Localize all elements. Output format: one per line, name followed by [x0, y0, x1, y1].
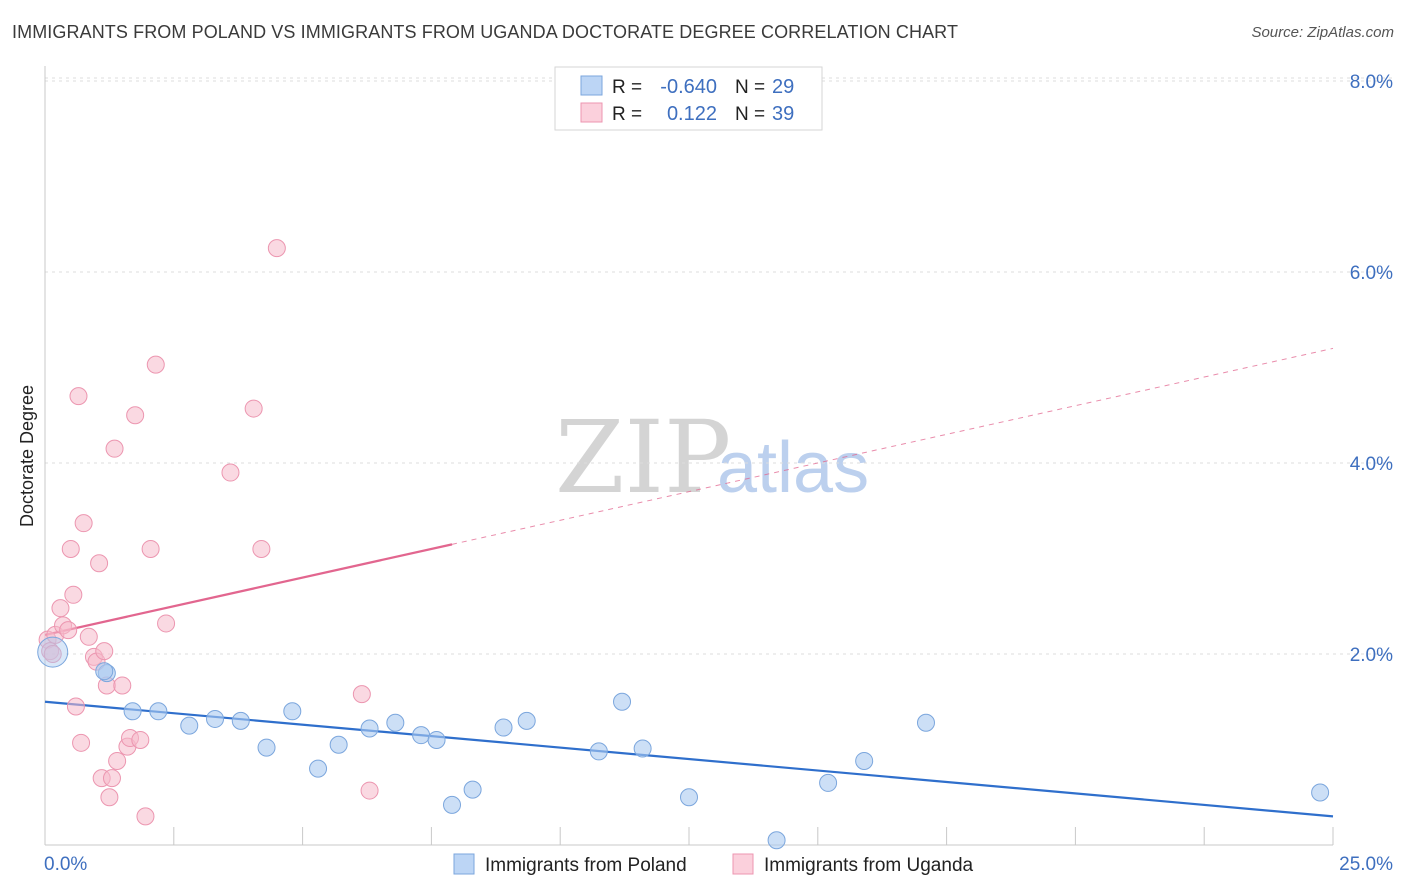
uganda-point [79, 627, 98, 646]
trend-line-uganda [44, 543, 453, 636]
watermark: ZIP atlas [555, 399, 869, 516]
uganda-point [252, 539, 271, 558]
gridlines [45, 77, 1392, 655]
poland-point [206, 709, 225, 728]
uganda-point [352, 685, 371, 704]
uganda-point [90, 554, 109, 573]
poland-point [360, 719, 379, 738]
uganda-point [221, 463, 240, 482]
poland-point [680, 788, 698, 807]
legend-swatch-poland [580, 75, 603, 96]
series-legend: Immigrants from Poland Immigrants from U… [453, 853, 974, 876]
poland-point [819, 773, 838, 792]
x-tick-labels: 0.0% 25.0% [44, 854, 1393, 875]
poland-point [494, 718, 513, 737]
series-legend-swatch-uganda [732, 853, 754, 875]
poland-point [123, 702, 142, 721]
series-legend-label-uganda: Immigrants from Uganda [764, 855, 974, 876]
legend-n-value-uganda: 39 [772, 103, 794, 125]
poland-point [589, 742, 608, 761]
poland-point [149, 702, 168, 721]
uganda-point [43, 645, 62, 663]
y-tick-label: 2.0% [1350, 645, 1393, 666]
legend-r-label-poland: R = [612, 77, 642, 98]
uganda-point [64, 585, 83, 604]
uganda-point [244, 399, 263, 418]
poland-point [855, 751, 874, 770]
uganda-point [61, 539, 80, 558]
poland-point [309, 759, 328, 778]
poland-point [517, 711, 536, 730]
poland-point [916, 713, 935, 732]
poland-point [412, 726, 431, 745]
trend-line-poland [44, 700, 1334, 818]
uganda-point [136, 807, 155, 826]
watermark-zip: ZIP [555, 399, 731, 516]
y-tick-labels: 2.0% 4.0% 6.0% 8.0% [1350, 72, 1393, 666]
uganda-point [59, 621, 78, 640]
uganda-point [360, 781, 379, 800]
uganda-point [100, 788, 119, 807]
poland-point [1311, 783, 1330, 802]
uganda-point [113, 676, 132, 695]
uganda-point [72, 733, 91, 752]
poland-point [283, 702, 302, 721]
uganda-point [102, 769, 121, 788]
legend-r-label-uganda: R = [612, 104, 642, 125]
uganda-point [267, 239, 286, 258]
poland-points [37, 636, 1330, 850]
poland-point [613, 692, 632, 711]
poland-point [427, 730, 446, 749]
poland-point [463, 780, 482, 799]
poland-point [180, 716, 199, 735]
correlation-legend: R = -0.640 N = 29 R = 0.122 N = 39 [554, 66, 823, 131]
uganda-point [131, 730, 150, 749]
trend-line-uganda-extension [451, 347, 1334, 545]
uganda-point [157, 614, 176, 633]
legend-n-label-poland: N = [735, 77, 765, 98]
poland-point [37, 636, 69, 668]
uganda-point [69, 387, 88, 406]
series-legend-label-poland: Immigrants from Poland [485, 855, 687, 876]
poland-point [329, 735, 348, 754]
y-axis-label: Doctorate Degree [17, 385, 37, 527]
uganda-point [105, 439, 124, 458]
uganda-points [38, 239, 379, 826]
poland-point [443, 795, 462, 814]
legend-r-value-uganda: 0.122 [667, 103, 717, 125]
uganda-point [66, 697, 85, 716]
legend-n-label-uganda: N = [735, 104, 765, 125]
legend-r-value-poland: -0.640 [660, 76, 717, 98]
trend-lines [44, 347, 1334, 818]
watermark-atlas: atlas [717, 428, 869, 508]
uganda-point [74, 514, 93, 533]
poland-point [633, 739, 652, 758]
y-tick-label: 8.0% [1350, 72, 1393, 93]
y-tick-label: 6.0% [1350, 263, 1393, 284]
poland-point [95, 662, 114, 681]
legend-n-value-poland: 29 [772, 76, 794, 98]
uganda-point [146, 355, 165, 374]
chart-title: IMMIGRANTS FROM POLAND VS IMMIGRANTS FRO… [12, 22, 959, 42]
axes [44, 66, 1334, 846]
x-tick-label-min: 0.0% [44, 854, 87, 875]
legend-swatch-uganda [580, 102, 603, 123]
uganda-point [95, 642, 114, 661]
y-tick-label: 4.0% [1350, 454, 1393, 475]
uganda-point [108, 751, 127, 770]
poland-point [257, 738, 276, 757]
uganda-point [141, 539, 160, 558]
source-label: Source: ZipAtlas.com [1251, 24, 1394, 41]
poland-point [767, 831, 786, 850]
poland-point [386, 713, 405, 732]
uganda-point [51, 599, 70, 618]
uganda-point [126, 406, 145, 425]
x-tick-label-max: 25.0% [1339, 854, 1393, 875]
series-legend-swatch-poland [453, 853, 475, 875]
poland-point [231, 711, 250, 730]
